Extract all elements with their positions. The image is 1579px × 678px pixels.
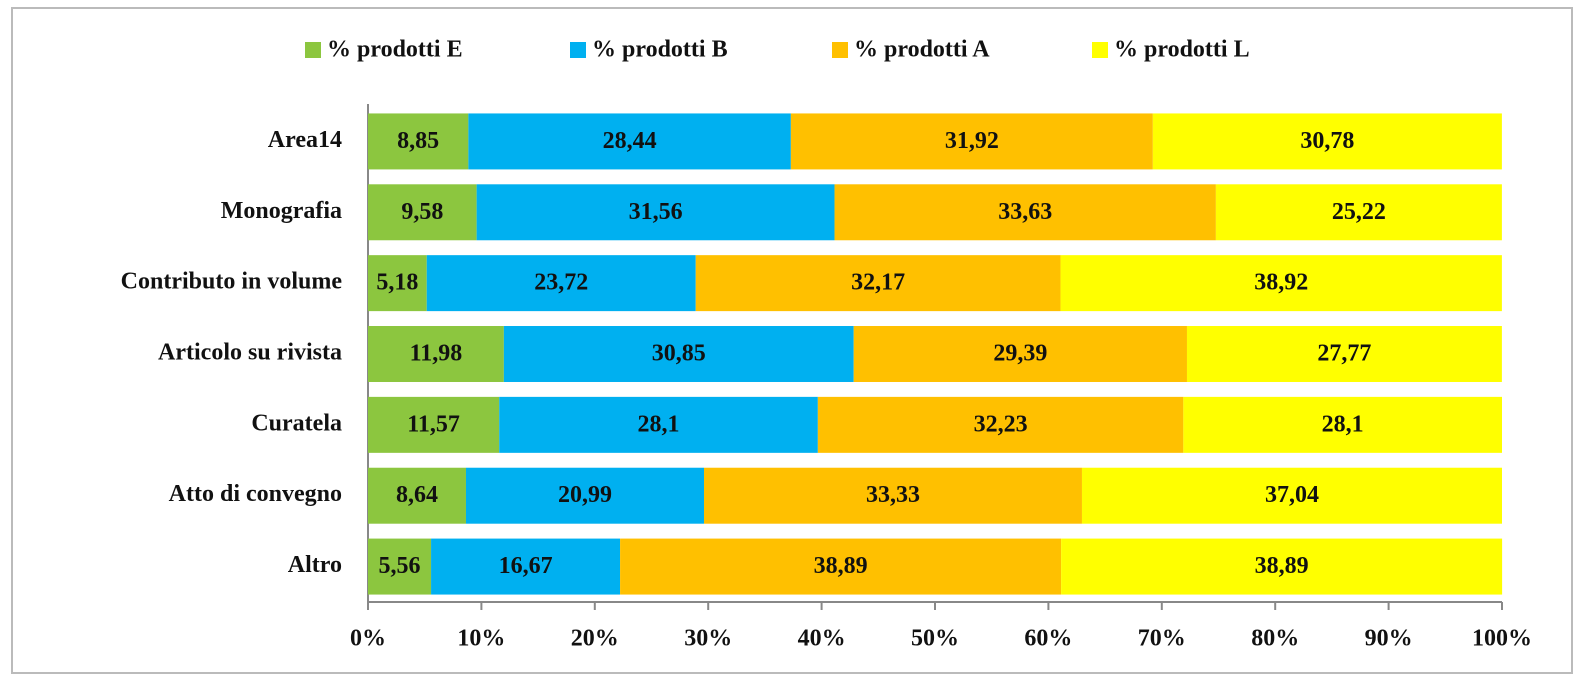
- data-label: 38,89: [814, 553, 868, 579]
- data-label: 28,44: [603, 128, 657, 154]
- data-label: 32,23: [974, 411, 1028, 437]
- y-tick-label: Atto di convegno: [169, 481, 342, 507]
- bar-segment: [1152, 113, 1502, 170]
- y-tick-label: Area14: [268, 127, 342, 153]
- bar-segment: [368, 396, 500, 453]
- x-tick-label: 90%: [1365, 626, 1413, 652]
- bar-segment: [790, 113, 1153, 170]
- bar-segment: [817, 396, 1184, 453]
- bar-segment: [1081, 467, 1502, 524]
- bar-segment: [853, 326, 1187, 382]
- x-tick-label: 70%: [1138, 626, 1186, 652]
- data-label: 5,56: [379, 553, 421, 579]
- x-tick-label: 80%: [1251, 626, 1299, 652]
- legend-swatch: [1092, 42, 1108, 58]
- data-label: 30,78: [1300, 128, 1354, 154]
- x-tick-label: 20%: [571, 626, 619, 652]
- data-label: 28,1: [638, 411, 680, 437]
- bar-segment: [368, 326, 504, 382]
- legend-label: % prodotti L: [1114, 37, 1250, 63]
- bar-segment: [468, 113, 791, 170]
- bar-segment: [1061, 538, 1503, 595]
- data-label: 11,98: [410, 341, 463, 367]
- data-label: 33,63: [998, 199, 1052, 225]
- x-tick-label: 30%: [684, 626, 732, 652]
- data-label: 33,33: [866, 482, 920, 508]
- data-label: 28,1: [1322, 411, 1364, 437]
- x-tick-label: 10%: [457, 626, 505, 652]
- data-label: 23,72: [534, 270, 588, 296]
- bar-segment: [1183, 396, 1502, 453]
- data-label: 37,04: [1265, 482, 1319, 508]
- bar-segment: [1060, 255, 1502, 312]
- data-label: 16,67: [499, 553, 553, 579]
- bar-segment: [476, 184, 835, 241]
- x-tick-label: 50%: [911, 626, 959, 652]
- y-tick-label: Altro: [288, 552, 342, 578]
- data-label: 8,85: [397, 128, 439, 154]
- data-label: 5,18: [376, 270, 418, 296]
- data-label: 25,22: [1332, 199, 1386, 225]
- data-label: 11,57: [407, 411, 460, 437]
- bar-segment: [503, 326, 854, 382]
- legend-swatch: [832, 42, 848, 58]
- bar-segment: [695, 255, 1061, 312]
- bar-segment: [499, 396, 818, 453]
- data-label: 31,92: [945, 128, 999, 154]
- x-tick-label: 0%: [350, 626, 386, 652]
- bar-segment: [1186, 326, 1502, 382]
- data-label: 31,56: [629, 199, 683, 225]
- y-tick-label: Monografia: [221, 198, 342, 224]
- y-tick-label: Curatela: [251, 410, 342, 436]
- bar-segment: [431, 538, 621, 595]
- x-tick-label: 40%: [798, 626, 846, 652]
- data-label: 38,92: [1254, 270, 1308, 296]
- data-label: 9,58: [401, 199, 443, 225]
- x-tick-label: 100%: [1472, 626, 1532, 652]
- x-tick-label: 60%: [1024, 626, 1072, 652]
- bar-segment: [1215, 184, 1502, 241]
- bar-segment: [368, 467, 466, 524]
- bar-segment: [704, 467, 1082, 524]
- bar-segment: [620, 538, 1062, 595]
- bar-segment: [368, 538, 432, 595]
- data-label: 32,17: [851, 270, 905, 296]
- legend-label: % prodotti A: [854, 37, 990, 63]
- legend-swatch: [570, 42, 586, 58]
- y-tick-label: Articolo su rivista: [158, 340, 342, 366]
- bar-segment: [368, 184, 477, 241]
- data-label: 29,39: [993, 341, 1047, 367]
- bar-segment: [465, 467, 705, 524]
- data-label: 20,99: [558, 482, 612, 508]
- legend-label: % prodotti B: [592, 37, 728, 63]
- bar-segment: [368, 113, 469, 170]
- data-label: 38,89: [1255, 553, 1309, 579]
- bar-segment: [426, 255, 696, 312]
- bar-segment: [368, 255, 427, 312]
- y-tick-label: Contributo in volume: [121, 269, 343, 295]
- legend-label: % prodotti E: [327, 37, 463, 63]
- data-label: 8,64: [396, 482, 438, 508]
- bar-segment: [834, 184, 1216, 241]
- data-label: 27,77: [1317, 341, 1371, 367]
- legend-swatch: [305, 42, 321, 58]
- data-label: 30,85: [652, 341, 706, 367]
